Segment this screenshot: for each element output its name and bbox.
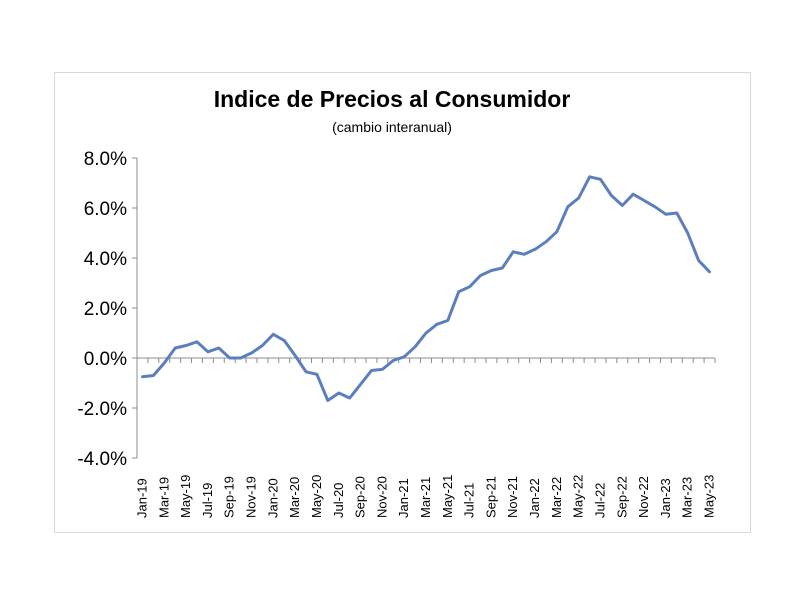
x-tick-label: Sep-22: [614, 476, 629, 518]
y-tick-label: 8.0%: [84, 149, 127, 170]
x-tick-label: Nov-19: [244, 476, 259, 518]
y-tick-label: 0.0%: [84, 349, 127, 370]
x-tick-label: May-20: [309, 475, 324, 518]
x-tick-label: Nov-21: [505, 476, 520, 518]
chart-title: Indice de Precios al Consumidor: [214, 86, 571, 112]
x-tick-label: Jul-19: [200, 483, 215, 518]
x-tick-label: Mar-21: [418, 477, 433, 518]
y-tick-label: -4.0%: [77, 449, 127, 470]
x-tick-label: Sep-20: [353, 476, 368, 518]
x-tick-label: May-21: [440, 475, 455, 518]
line-chart: Indice de Precios al Consumidor (cambio …: [77, 86, 717, 518]
x-tick-label: Mar-23: [680, 477, 695, 518]
chart-subtitle: (cambio interanual): [332, 119, 452, 135]
x-tick-label: Sep-21: [483, 476, 498, 518]
x-tick-label: Nov-20: [374, 476, 389, 518]
x-tick-label: Mar-22: [549, 477, 564, 518]
x-tick-label: Jan-21: [396, 478, 411, 518]
x-tick-label: May-22: [571, 475, 586, 518]
y-tick-label: 2.0%: [84, 299, 127, 320]
x-tick-label: Mar-19: [156, 477, 171, 518]
series-group: [141, 175, 711, 402]
x-tick-label: May-23: [702, 475, 717, 518]
x-tick-label: Jul-22: [592, 483, 607, 518]
axes: [136, 158, 715, 458]
x-tick-label: Jan-22: [527, 478, 542, 518]
y-tick-label: 6.0%: [84, 199, 127, 220]
x-tick-label: Jan-19: [134, 478, 149, 518]
x-tick-label: Jan-20: [265, 478, 280, 518]
x-tick-label: May-19: [178, 475, 193, 518]
x-tick-label: Nov-22: [636, 476, 651, 518]
x-tick-label: Jul-21: [462, 483, 477, 518]
chart-frame: Indice de Precios al Consumidor (cambio …: [54, 72, 751, 533]
y-axis-ticks: 8.0% 6.0% 4.0% 2.0% 0.0% -2.0% -4.0%: [77, 149, 137, 470]
x-tick-label: Jan-23: [658, 478, 673, 518]
y-tick-label: -2.0%: [77, 399, 127, 420]
y-tick-label: 4.0%: [84, 249, 127, 270]
x-tick-label: Jul-20: [331, 483, 346, 518]
x-axis-ticks: Jan-19 Mar-19 May-19 Jul-19 Sep-19 Nov-19 Jan-…: [134, 358, 717, 518]
series-line: [141, 175, 711, 402]
x-tick-label: Mar-20: [287, 477, 302, 518]
x-tick-label: Sep-19: [222, 476, 237, 518]
